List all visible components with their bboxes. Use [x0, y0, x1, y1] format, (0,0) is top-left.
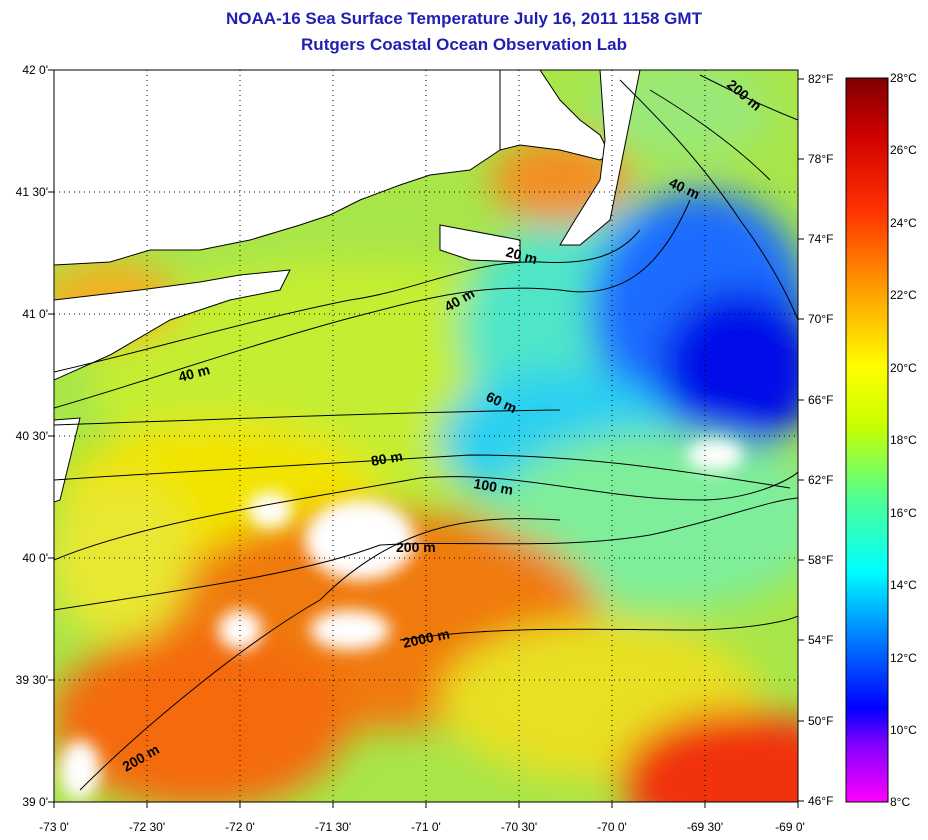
- fahrenheit-label: 82°F: [808, 72, 834, 86]
- lat-label: 39 30': [15, 673, 48, 687]
- lon-label: -71 0': [411, 820, 441, 834]
- lat-label: 42 0': [22, 63, 48, 77]
- lon-label: -69 30': [686, 820, 724, 834]
- lon-label: -69 0': [775, 820, 805, 834]
- celsius-label: 22°C: [890, 288, 917, 302]
- depth-contours: [54, 74, 798, 791]
- fahrenheit-label: 58°F: [808, 553, 834, 567]
- map-title: NOAA-16 Sea Surface Temperature July 16,…: [226, 9, 702, 28]
- map-subtitle: Rutgers Coastal Ocean Observation Lab: [301, 35, 627, 54]
- celsius-label: 26°C: [890, 143, 917, 157]
- lat-label: 41 0': [22, 307, 48, 321]
- colorbar: [845, 77, 889, 803]
- graticule: [54, 70, 798, 802]
- celsius-label: 28°C: [890, 71, 917, 85]
- fahrenheit-label: 46°F: [808, 794, 834, 808]
- fahrenheit-label: 66°F: [808, 393, 834, 407]
- lon-label: -70 0': [597, 820, 627, 834]
- sst-field: [54, 70, 798, 802]
- celsius-label: 20°C: [890, 361, 917, 375]
- axis-ticks: [48, 69, 804, 808]
- celsius-label: 10°C: [890, 723, 917, 737]
- fahrenheit-label: 70°F: [808, 312, 834, 326]
- contour-label-100m: 100 m: [472, 475, 514, 498]
- lat-label: 41 30': [15, 185, 48, 199]
- fahrenheit-label: 78°F: [808, 152, 834, 166]
- lon-label: -71 30': [314, 820, 352, 834]
- contour-label-40m-b: 40 m: [177, 361, 212, 385]
- celsius-label: 18°C: [890, 433, 917, 447]
- fahrenheit-label: 50°F: [808, 714, 834, 728]
- lat-label: 40 30': [15, 429, 48, 443]
- lon-label: -73 0': [39, 820, 69, 834]
- lat-label: 39 0': [22, 795, 48, 809]
- lat-label: 40 0': [22, 551, 48, 565]
- celsius-label: 14°C: [890, 578, 917, 592]
- lon-label: -72 0': [225, 820, 255, 834]
- celsius-label: 12°C: [890, 651, 917, 665]
- lon-label: -72 30': [128, 820, 166, 834]
- fahrenheit-label: 54°F: [808, 633, 834, 647]
- fahrenheit-label: 62°F: [808, 473, 834, 487]
- fahrenheit-label: 74°F: [808, 232, 834, 246]
- celsius-label: 8°C: [890, 795, 911, 809]
- contour-label-200m-a: 200 m: [396, 539, 436, 555]
- celsius-label: 16°C: [890, 506, 917, 520]
- lon-label: -70 30': [500, 820, 538, 834]
- contour-label-20m: 20 m: [504, 243, 539, 267]
- celsius-label: 24°C: [890, 216, 917, 230]
- contour-label-80m: 80 m: [370, 448, 404, 469]
